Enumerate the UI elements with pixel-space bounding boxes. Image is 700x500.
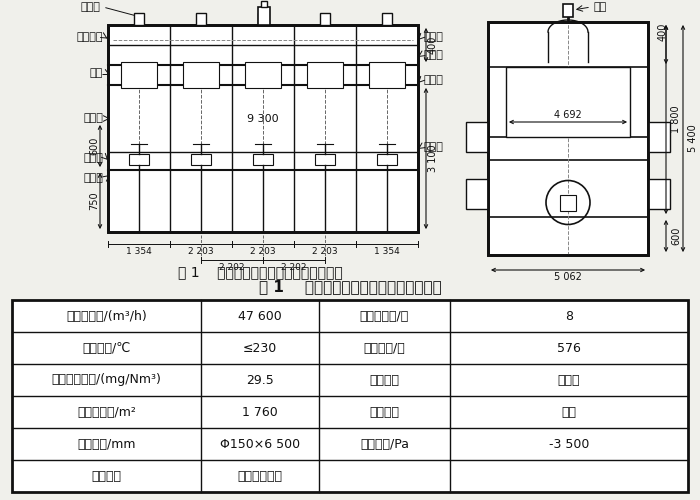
Text: 出风道: 出风道 (423, 50, 443, 60)
Text: 2 203: 2 203 (188, 246, 214, 256)
Bar (369, 62, 405, 88)
Bar (506, 67, 630, 137)
Text: 滤袋数量/条: 滤袋数量/条 (363, 342, 405, 354)
Text: 图 1    改造后的烘干机袋除尘器结构示意: 图 1 改造后的烘干机袋除尘器结构示意 (178, 265, 342, 279)
Bar (563, 4, 573, 17)
Bar (466, 179, 488, 209)
Text: ≤230: ≤230 (243, 342, 277, 354)
Bar (129, 154, 149, 165)
Text: 2 203: 2 203 (250, 246, 276, 256)
Bar (245, 62, 281, 88)
Text: 400: 400 (428, 36, 438, 54)
Text: 600: 600 (89, 137, 99, 155)
Bar (382, 13, 392, 25)
Bar (134, 13, 144, 25)
Bar (183, 62, 219, 88)
Text: 3 100: 3 100 (428, 144, 438, 172)
Bar (121, 62, 157, 88)
Text: 滤袋: 滤袋 (593, 2, 606, 12)
Bar (258, 13, 268, 25)
Text: 滤袋材质: 滤袋材质 (92, 470, 122, 482)
Text: 进气口: 进气口 (83, 173, 103, 183)
Bar (320, 13, 330, 25)
Text: 中隔板: 中隔板 (423, 75, 443, 85)
Bar (196, 13, 206, 25)
Text: 烟气温度/℃: 烟气温度/℃ (83, 342, 131, 354)
Text: 进风道: 进风道 (83, 153, 103, 163)
Text: 表 1    改造后烘干机袋除尘器的技术参数: 表 1 改造后烘干机袋除尘器的技术参数 (258, 280, 442, 294)
Text: 2 202: 2 202 (219, 262, 245, 272)
Text: Φ150×6 500: Φ150×6 500 (220, 438, 300, 450)
Text: 5 400: 5 400 (688, 124, 698, 152)
Bar (258, 7, 270, 25)
Text: 反吹风道: 反吹风道 (76, 32, 103, 42)
Text: 玻纤覆膜滤布: 玻纤覆膜滤布 (237, 470, 283, 482)
Text: 600: 600 (671, 227, 681, 245)
Text: 滤袋规格/mm: 滤袋规格/mm (77, 438, 136, 450)
Text: 袋室: 袋室 (90, 68, 103, 78)
Text: 29.5: 29.5 (246, 374, 274, 386)
Text: 除尘器室数/个: 除尘器室数/个 (360, 310, 409, 322)
Text: 1 760: 1 760 (242, 406, 278, 418)
Text: 处理烟气量/(m³/h): 处理烟气量/(m³/h) (66, 310, 147, 322)
Text: 8: 8 (565, 310, 573, 322)
Text: 576: 576 (557, 342, 581, 354)
Bar (648, 122, 670, 152)
Bar (12, 300, 688, 492)
Bar (108, 25, 418, 232)
Text: 1 354: 1 354 (126, 246, 152, 256)
Text: 出气口: 出气口 (423, 32, 443, 42)
Bar (261, 1, 267, 7)
Text: 9 300: 9 300 (247, 114, 279, 124)
Text: 1 354: 1 354 (374, 246, 400, 256)
Bar (307, 62, 343, 88)
Bar (191, 154, 211, 165)
Text: 清灰方式: 清灰方式 (370, 374, 400, 386)
Bar (560, 194, 576, 210)
Text: 47 600: 47 600 (238, 310, 282, 322)
Text: 4 692: 4 692 (554, 110, 582, 120)
Text: 提升阀: 提升阀 (80, 2, 100, 12)
Bar (253, 154, 273, 165)
Bar (488, 22, 648, 255)
Text: 允许耐压/Pa: 允许耐压/Pa (360, 438, 409, 450)
Text: -3 500: -3 500 (549, 438, 589, 450)
Text: 出口排放浓度/(mg/Nm³): 出口排放浓度/(mg/Nm³) (52, 374, 162, 386)
Bar (648, 179, 670, 209)
Text: 750: 750 (89, 192, 99, 210)
Text: 400: 400 (658, 23, 668, 41)
Bar (377, 154, 397, 165)
Bar (108, 25, 418, 232)
Bar (488, 22, 648, 255)
Text: 检修门: 检修门 (83, 114, 103, 124)
Bar (466, 122, 488, 152)
Text: 总过滤面积/m²: 总过滤面积/m² (77, 406, 136, 418)
Text: 1 800: 1 800 (671, 106, 681, 134)
Text: 5 062: 5 062 (554, 272, 582, 282)
Bar (315, 154, 335, 165)
Text: 过滤方式: 过滤方式 (370, 406, 400, 418)
Text: 室隔板: 室隔板 (423, 142, 443, 152)
Text: 内滤: 内滤 (561, 406, 577, 418)
Text: 反吹风: 反吹风 (558, 374, 580, 386)
Text: 2 202: 2 202 (281, 262, 307, 272)
Text: 2 203: 2 203 (312, 246, 338, 256)
